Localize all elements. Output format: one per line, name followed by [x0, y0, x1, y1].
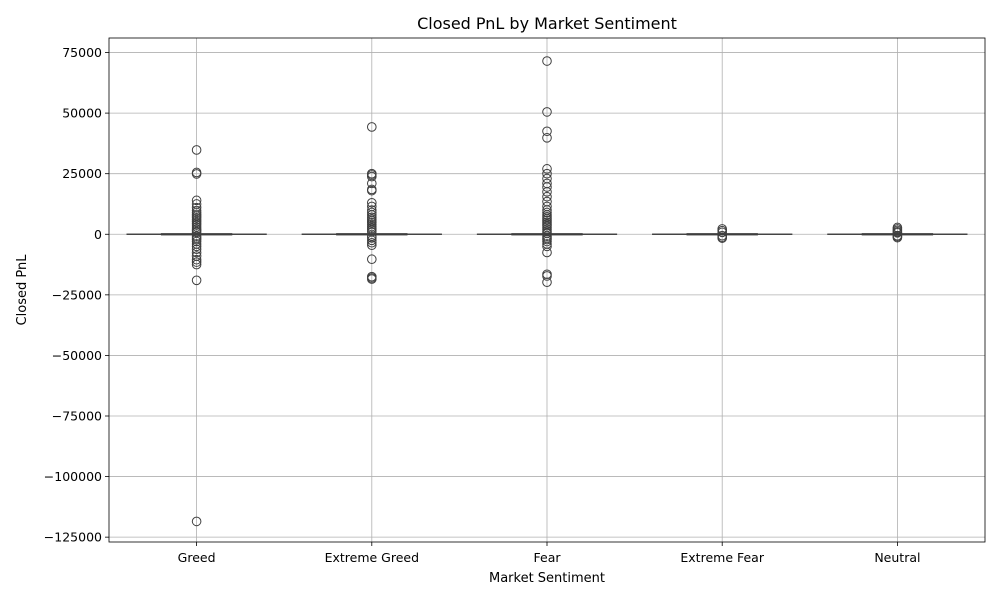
y-tick-label: 0 — [94, 227, 102, 242]
chart-title: Closed PnL by Market Sentiment — [417, 14, 677, 33]
outlier-point — [892, 232, 903, 243]
x-tick-label: Greed — [178, 550, 216, 565]
y-tick-label: −100000 — [44, 469, 102, 484]
outlier-point — [892, 228, 903, 238]
outlier-point — [367, 237, 377, 248]
outlier-point — [542, 277, 552, 288]
y-axis-label: Closed PnL — [15, 254, 30, 326]
outlier-point — [542, 191, 552, 202]
y-tick-label: −75000 — [52, 409, 102, 424]
outlier-point — [367, 122, 377, 132]
x-axis-ticks: Greed Extreme Greed Fear Extreme Fear Neutra… — [178, 542, 920, 565]
outlier-point — [367, 205, 377, 215]
outlier-point — [191, 145, 202, 155]
outlier-point — [367, 171, 377, 182]
outlier-point — [191, 254, 202, 265]
x-tick-label: Fear — [534, 550, 562, 565]
y-tick-label: 75000 — [62, 45, 102, 60]
x-tick-label: Neutral — [874, 550, 920, 565]
outlier-point — [542, 247, 552, 258]
x-axis-label: Market Sentiment — [489, 571, 605, 586]
outlier-point — [367, 210, 377, 220]
outlier-point — [542, 241, 552, 252]
outlier-point — [542, 236, 552, 247]
outlier-point — [191, 516, 202, 527]
y-tick-label: 50000 — [62, 106, 102, 121]
outlier-point — [542, 182, 552, 192]
outlier-point — [542, 187, 552, 197]
outlier-point — [191, 257, 202, 267]
outlier-point — [367, 235, 377, 246]
outlier-point — [367, 178, 377, 189]
outlier-point — [191, 169, 202, 179]
outlier-point — [542, 168, 552, 179]
outlier-point — [542, 207, 552, 218]
outlier-points — [191, 56, 903, 527]
outlier-point — [542, 107, 552, 117]
y-tick-label: 25000 — [62, 166, 102, 181]
outlier-point — [191, 247, 202, 258]
y-axis-ticks: 75000 50000 25000 0 −25000 −50000 −75000 −10000… — [44, 45, 109, 545]
outlier-point — [367, 274, 377, 284]
x-tick-label: Extreme Greed — [325, 550, 419, 565]
outlier-point — [542, 271, 552, 281]
outlier-point — [191, 244, 202, 255]
outlier-point — [542, 164, 552, 174]
outlier-point — [367, 233, 377, 243]
outlier-point — [367, 185, 377, 196]
outlier-point — [191, 236, 202, 247]
outlier-point — [191, 195, 202, 206]
outlier-point — [717, 233, 728, 243]
outlier-point — [191, 259, 202, 270]
y-tick-label: −50000 — [52, 348, 102, 363]
y-tick-label: −125000 — [44, 530, 102, 545]
y-tick-label: −25000 — [52, 287, 102, 302]
x-tick-label: Extreme Fear — [680, 550, 764, 565]
outlier-point — [717, 227, 728, 238]
outlier-point — [542, 56, 552, 66]
outlier-point — [367, 197, 377, 208]
outlier-point — [191, 227, 202, 238]
outlier-point — [542, 126, 552, 137]
outlier-point — [191, 241, 202, 252]
outlier-point — [191, 275, 202, 286]
outlier-point — [542, 133, 552, 143]
outlier-point — [367, 240, 377, 250]
outlier-point — [367, 254, 377, 265]
grid-lines — [109, 38, 985, 542]
